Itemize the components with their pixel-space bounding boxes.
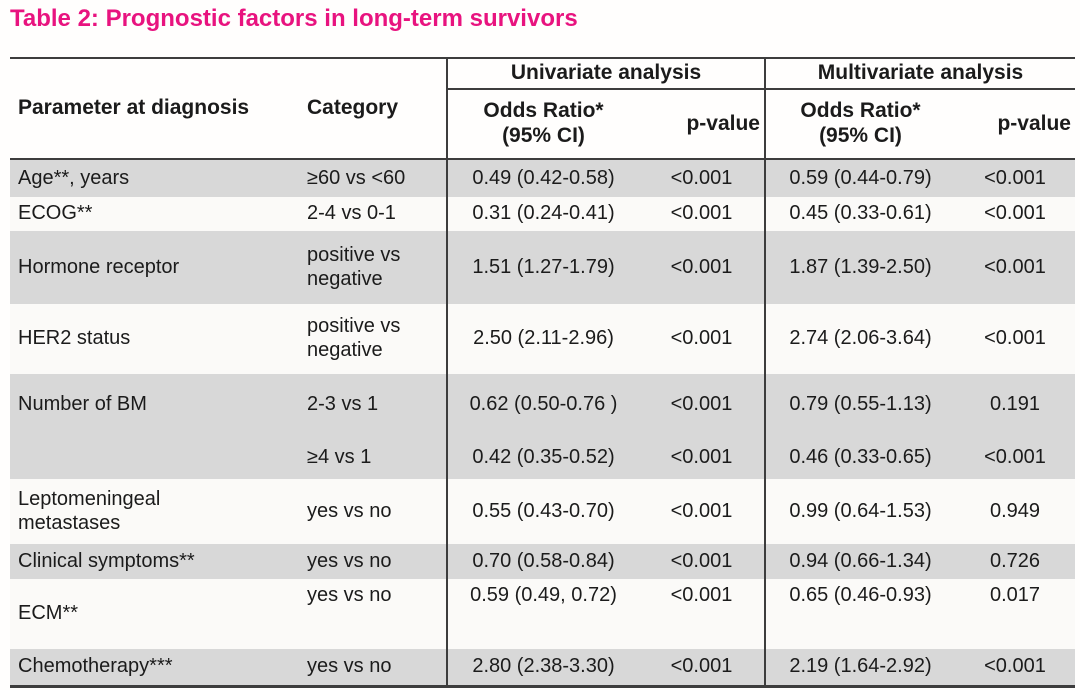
uni-p-cell: <0.001 — [670, 327, 733, 350]
table-row-clinical-symptoms: Clinical symptoms** yes vs no 0.70 (0.58… — [10, 544, 1075, 579]
table-row-her2-status: HER2 status positive vs negative 2.50 (2… — [10, 304, 1075, 374]
param-cell: Hormone receptor — [18, 255, 180, 278]
uni-or-cell: 2.80 (2.38-3.30) — [446, 649, 639, 686]
multi-p-cell: <0.001 — [984, 654, 1046, 677]
multi-p-cell: 0.017 — [989, 584, 1041, 606]
uni-p-cell: <0.001 — [670, 393, 733, 416]
uni-or-cell: 0.49 (0.42-0.58) — [446, 159, 639, 197]
param-cell: ECOG** — [18, 202, 93, 225]
multi-or-cell: 2.19 (1.64-2.92) — [764, 649, 955, 686]
category-cell: yes vs no — [307, 549, 392, 572]
header-uni-p-value: p-value — [686, 111, 760, 135]
multi-or-cell: 0.65 (0.46-0.93) — [764, 579, 955, 649]
param-cell: Chemotherapy*** — [18, 654, 173, 677]
multi-p-cell: 0.191 — [989, 393, 1041, 416]
multi-or-cell: 0.94 (0.66-1.34) — [764, 544, 955, 579]
multi-p-cell: <0.001 — [984, 255, 1046, 278]
multi-p-cell: 0.949 — [989, 499, 1041, 522]
page-title: Table 2: Prognostic factors in long-term… — [10, 5, 578, 32]
header-uni-odds-ratio: Odds Ratio* (95% CI) — [446, 89, 639, 159]
uni-or-cell: 0.62 (0.50-0.76 ) — [446, 374, 639, 436]
multi-or-cell: 0.99 (0.64-1.53) — [764, 479, 955, 544]
multi-or-cell: 1.87 (1.39-2.50) — [764, 231, 955, 304]
table-row-number-of-bm-1: Number of BM 2-3 vs 1 0.62 (0.50-0.76 ) … — [10, 374, 1075, 436]
category-cell: positive vs negative — [307, 243, 401, 290]
table-row-ecm: ECM** yes vs no 0.59 (0.49, 0.72) <0.001… — [10, 579, 1075, 649]
uni-p-cell: <0.001 — [670, 255, 733, 278]
uni-or-cell: 0.55 (0.43-0.70) — [446, 479, 639, 544]
category-cell: ≥60 vs <60 — [307, 166, 406, 189]
param-cell: Age**, years — [18, 166, 130, 189]
multi-p-cell: <0.001 — [984, 166, 1046, 189]
table-row-number-of-bm-2: ≥4 vs 1 0.42 (0.35-0.52) <0.001 0.46 (0.… — [10, 436, 1075, 479]
multi-p-cell: <0.001 — [984, 327, 1046, 350]
table-body: Age**, years ≥60 vs <60 0.49 (0.42-0.58)… — [10, 159, 1075, 686]
uni-p-cell: <0.001 — [670, 654, 733, 677]
table-row-chemotherapy: Chemotherapy*** yes vs no 2.80 (2.38-3.3… — [10, 649, 1075, 686]
param-cell: Clinical symptoms** — [18, 549, 195, 572]
uni-or-cell: 0.31 (0.24-0.41) — [446, 197, 639, 231]
param-cell: HER2 status — [18, 327, 131, 350]
table-header: Parameter at diagnosis Category Univaria… — [10, 58, 1075, 159]
header-multivariate: Multivariate analysis — [764, 58, 1075, 90]
uni-p-cell: <0.001 — [670, 202, 733, 225]
uni-p-cell: <0.001 — [670, 549, 733, 572]
header-category: Category — [307, 96, 399, 120]
uni-or-cell: 1.51 (1.27-1.79) — [446, 231, 639, 304]
multi-or-cell: 2.74 (2.06-3.64) — [764, 304, 955, 374]
category-cell: yes vs no — [307, 584, 392, 606]
prognostic-factors-table: Parameter at diagnosis Category Univaria… — [10, 57, 1075, 688]
multi-p-cell: <0.001 — [984, 445, 1046, 468]
table-row-ecog: ECOG** 2-4 vs 0-1 0.31 (0.24-0.41) <0.00… — [10, 197, 1075, 231]
table-row-leptomeningeal: Leptomeningeal metastases yes vs no 0.55… — [10, 479, 1075, 544]
multi-or-cell: 0.59 (0.44-0.79) — [764, 159, 955, 197]
uni-p-cell: <0.001 — [670, 445, 733, 468]
header-multi-odds-ratio: Odds Ratio* (95% CI) — [764, 89, 955, 159]
uni-p-cell: <0.001 — [670, 584, 733, 606]
multi-or-cell: 0.45 (0.33-0.61) — [764, 197, 955, 231]
header-multi-p-value: p-value — [997, 111, 1071, 135]
multi-p-cell: <0.001 — [984, 202, 1046, 225]
header-parameter: Parameter at diagnosis — [18, 96, 250, 120]
category-cell: ≥4 vs 1 — [307, 445, 372, 468]
uni-p-cell: <0.001 — [670, 499, 733, 522]
category-cell: yes vs no — [307, 654, 392, 677]
table-row-age: Age**, years ≥60 vs <60 0.49 (0.42-0.58)… — [10, 159, 1075, 197]
header-univariate: Univariate analysis — [446, 58, 765, 90]
category-cell: 2-3 vs 1 — [307, 393, 379, 416]
category-cell: yes vs no — [307, 499, 392, 522]
category-cell: positive vs negative — [307, 315, 401, 361]
param-cell: Leptomeningeal metastases — [18, 487, 161, 534]
param-cell: ECM** — [18, 602, 79, 625]
uni-p-cell: <0.001 — [670, 166, 733, 189]
uni-or-cell: 0.70 (0.58-0.84) — [446, 544, 639, 579]
table-row-hormone-receptor: Hormone receptor positive vs negative 1.… — [10, 231, 1075, 304]
multi-p-cell: 0.726 — [989, 549, 1041, 572]
uni-or-cell: 2.50 (2.11-2.96) — [446, 304, 639, 374]
param-cell: Number of BM — [18, 393, 147, 416]
param-cell — [10, 436, 305, 479]
category-cell: 2-4 vs 0-1 — [307, 202, 396, 225]
multi-or-cell: 0.79 (0.55-1.13) — [764, 374, 955, 436]
uni-or-cell: 0.42 (0.35-0.52) — [446, 436, 639, 479]
multi-or-cell: 0.46 (0.33-0.65) — [764, 436, 955, 479]
uni-or-cell: 0.59 (0.49, 0.72) — [446, 579, 639, 649]
